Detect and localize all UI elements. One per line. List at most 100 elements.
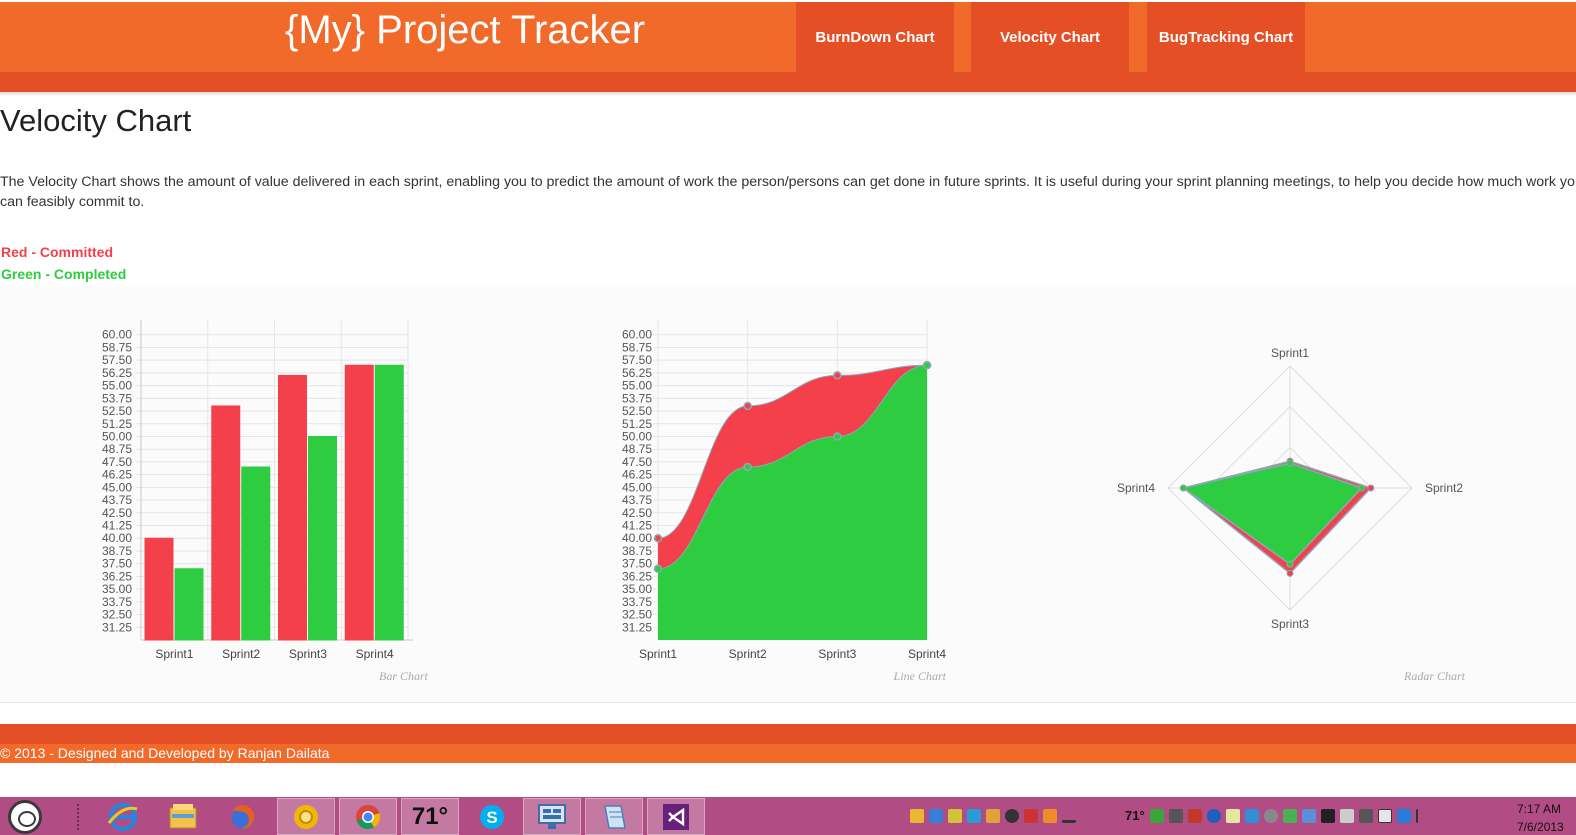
line-y-tick-label: 48.75 — [622, 442, 652, 456]
tray-app-icon[interactable] — [948, 809, 962, 823]
tray-app-icon[interactable] — [1207, 809, 1221, 823]
tray-app-icon[interactable] — [1302, 809, 1316, 823]
battery-icon[interactable] — [1378, 809, 1392, 823]
line-y-tick-label: 47.50 — [622, 455, 652, 469]
radar-point-committed — [1367, 484, 1375, 492]
chrome-canary-icon[interactable] — [277, 798, 335, 835]
tray-app-icon[interactable] — [1321, 809, 1335, 823]
description-line-1: The Velocity Chart shows the amount of v… — [0, 174, 1575, 190]
taskbar-grip-icon[interactable] — [77, 804, 83, 830]
radar-point-completed — [1179, 484, 1187, 492]
radar-axis-label: Sprint1 — [1271, 346, 1309, 360]
line-y-tick-label: 46.25 — [622, 468, 652, 482]
tray-app-icon[interactable] — [1245, 809, 1259, 823]
line-point-completed — [833, 432, 842, 441]
line-point-completed — [922, 360, 932, 370]
header-shadow — [0, 92, 1576, 96]
tray-temperature: 71° — [1125, 808, 1145, 823]
bar-y-tick-label: 36.25 — [102, 569, 132, 583]
line-y-tick-label: 36.25 — [622, 569, 652, 583]
system-tray-right — [1150, 804, 1430, 828]
radar-area-completed — [1181, 462, 1364, 566]
weather-app-button[interactable]: 71° — [401, 798, 459, 835]
radar-point-completed — [1358, 484, 1366, 492]
legend-completed: Green - Completed — [1, 266, 127, 282]
bar-y-tick-label: 57.50 — [102, 353, 132, 367]
bar-committed — [144, 537, 174, 641]
bar-y-tick-label: 32.50 — [102, 608, 132, 622]
nav-tab-bugtracking[interactable]: BugTracking Chart — [1147, 2, 1305, 72]
line-y-tick-label: 53.75 — [622, 391, 652, 405]
bar-y-tick-label: 40.00 — [102, 531, 132, 545]
line-y-tick-label: 43.75 — [622, 493, 652, 507]
start-button-icon[interactable] — [8, 800, 42, 834]
file-explorer-icon[interactable] — [154, 798, 212, 835]
line-point-committed — [833, 371, 842, 380]
line-y-tick-label: 31.25 — [622, 620, 652, 634]
line-point-completed — [743, 462, 752, 472]
tray-app-icon[interactable] — [910, 809, 924, 823]
signal-icon[interactable] — [1062, 809, 1076, 823]
tray-app-icon[interactable] — [1150, 809, 1164, 823]
bar-completed — [308, 435, 337, 641]
internet-explorer-icon[interactable] — [94, 798, 152, 835]
line-y-tick-label: 51.25 — [622, 417, 652, 431]
line-series-completed — [657, 364, 928, 570]
tray-app-icon[interactable] — [967, 809, 981, 823]
bar-y-tick-label: 42.50 — [102, 506, 132, 520]
bar-x-tick-label: Sprint3 — [289, 647, 327, 661]
bar-completed — [374, 364, 404, 641]
notepad-icon[interactable] — [585, 798, 643, 835]
tray-app-icon[interactable] — [1397, 809, 1411, 823]
visual-studio-icon[interactable] — [647, 798, 705, 835]
bar-y-tick-label: 53.75 — [102, 391, 132, 405]
chrome-icon[interactable] — [339, 798, 397, 835]
nav-tab-burndown[interactable]: BurnDown Chart — [796, 2, 954, 72]
bar-chart-caption: Bar Chart — [379, 669, 429, 683]
tray-app-icon[interactable] — [1283, 809, 1297, 823]
line-x-tick-label: Sprint1 — [639, 647, 677, 661]
remote-desktop-icon[interactable] — [523, 798, 581, 835]
flag-icon[interactable] — [1416, 809, 1430, 823]
tray-app-icon[interactable] — [1043, 809, 1057, 823]
bar-x-tick-label: Sprint1 — [155, 647, 193, 661]
radar-point-completed — [1286, 560, 1294, 568]
tray-app-icon[interactable] — [1024, 809, 1038, 823]
bar-y-tick-label: 43.75 — [102, 493, 132, 507]
volume-icon[interactable] — [1340, 809, 1354, 823]
bar-y-tick-label: 56.25 — [102, 366, 132, 380]
description-line-2: can feasibly commit to. — [0, 194, 145, 210]
clock-date[interactable]: 7/6/2013 — [1517, 820, 1564, 834]
site-title[interactable]: {My} Project Tracker — [285, 8, 646, 52]
line-point-completed — [653, 564, 663, 574]
bar-completed — [174, 568, 204, 641]
bar-y-tick-label: 55.00 — [102, 379, 132, 393]
line-y-tick-label: 60.00 — [622, 328, 652, 342]
tray-app-icon[interactable] — [986, 809, 1000, 823]
line-y-tick-label: 32.50 — [622, 608, 652, 622]
skype-icon[interactable]: S — [463, 798, 521, 835]
line-area-completed — [658, 365, 927, 640]
chart-panel: 31.25 32.50 33.75 35.00 36.25 37.50 38.75 40.00… — [0, 285, 1576, 703]
clock-time[interactable]: 7:17 AM — [1517, 802, 1562, 816]
tray-app-icon[interactable] — [1005, 809, 1019, 823]
line-x-tick-label: Sprint3 — [818, 647, 856, 661]
bar-committed — [278, 374, 307, 641]
firefox-icon[interactable] — [214, 798, 272, 835]
tray-app-icon[interactable] — [1188, 809, 1202, 823]
line-y-tick-label: 33.75 — [622, 595, 652, 609]
line-y-tick-label: 40.00 — [622, 531, 652, 545]
charts-canvas: 31.2532.5033.7535.0036.2537.5038.7540.00… — [102, 320, 1466, 683]
bar-committed — [211, 405, 241, 641]
line-y-tick-label: 35.00 — [622, 582, 652, 596]
tray-app-icon[interactable] — [1226, 809, 1240, 823]
line-y-tick-label: 45.00 — [622, 480, 652, 494]
monitor-icon[interactable] — [1359, 809, 1373, 823]
nav-tab-velocity[interactable]: Velocity Chart — [971, 2, 1129, 72]
footer-bar — [0, 744, 1576, 763]
tray-app-icon[interactable] — [1169, 809, 1183, 823]
tray-app-icon[interactable] — [1264, 809, 1278, 823]
tray-app-icon[interactable] — [929, 809, 943, 823]
legend-committed: Red - Committed — [1, 244, 113, 260]
